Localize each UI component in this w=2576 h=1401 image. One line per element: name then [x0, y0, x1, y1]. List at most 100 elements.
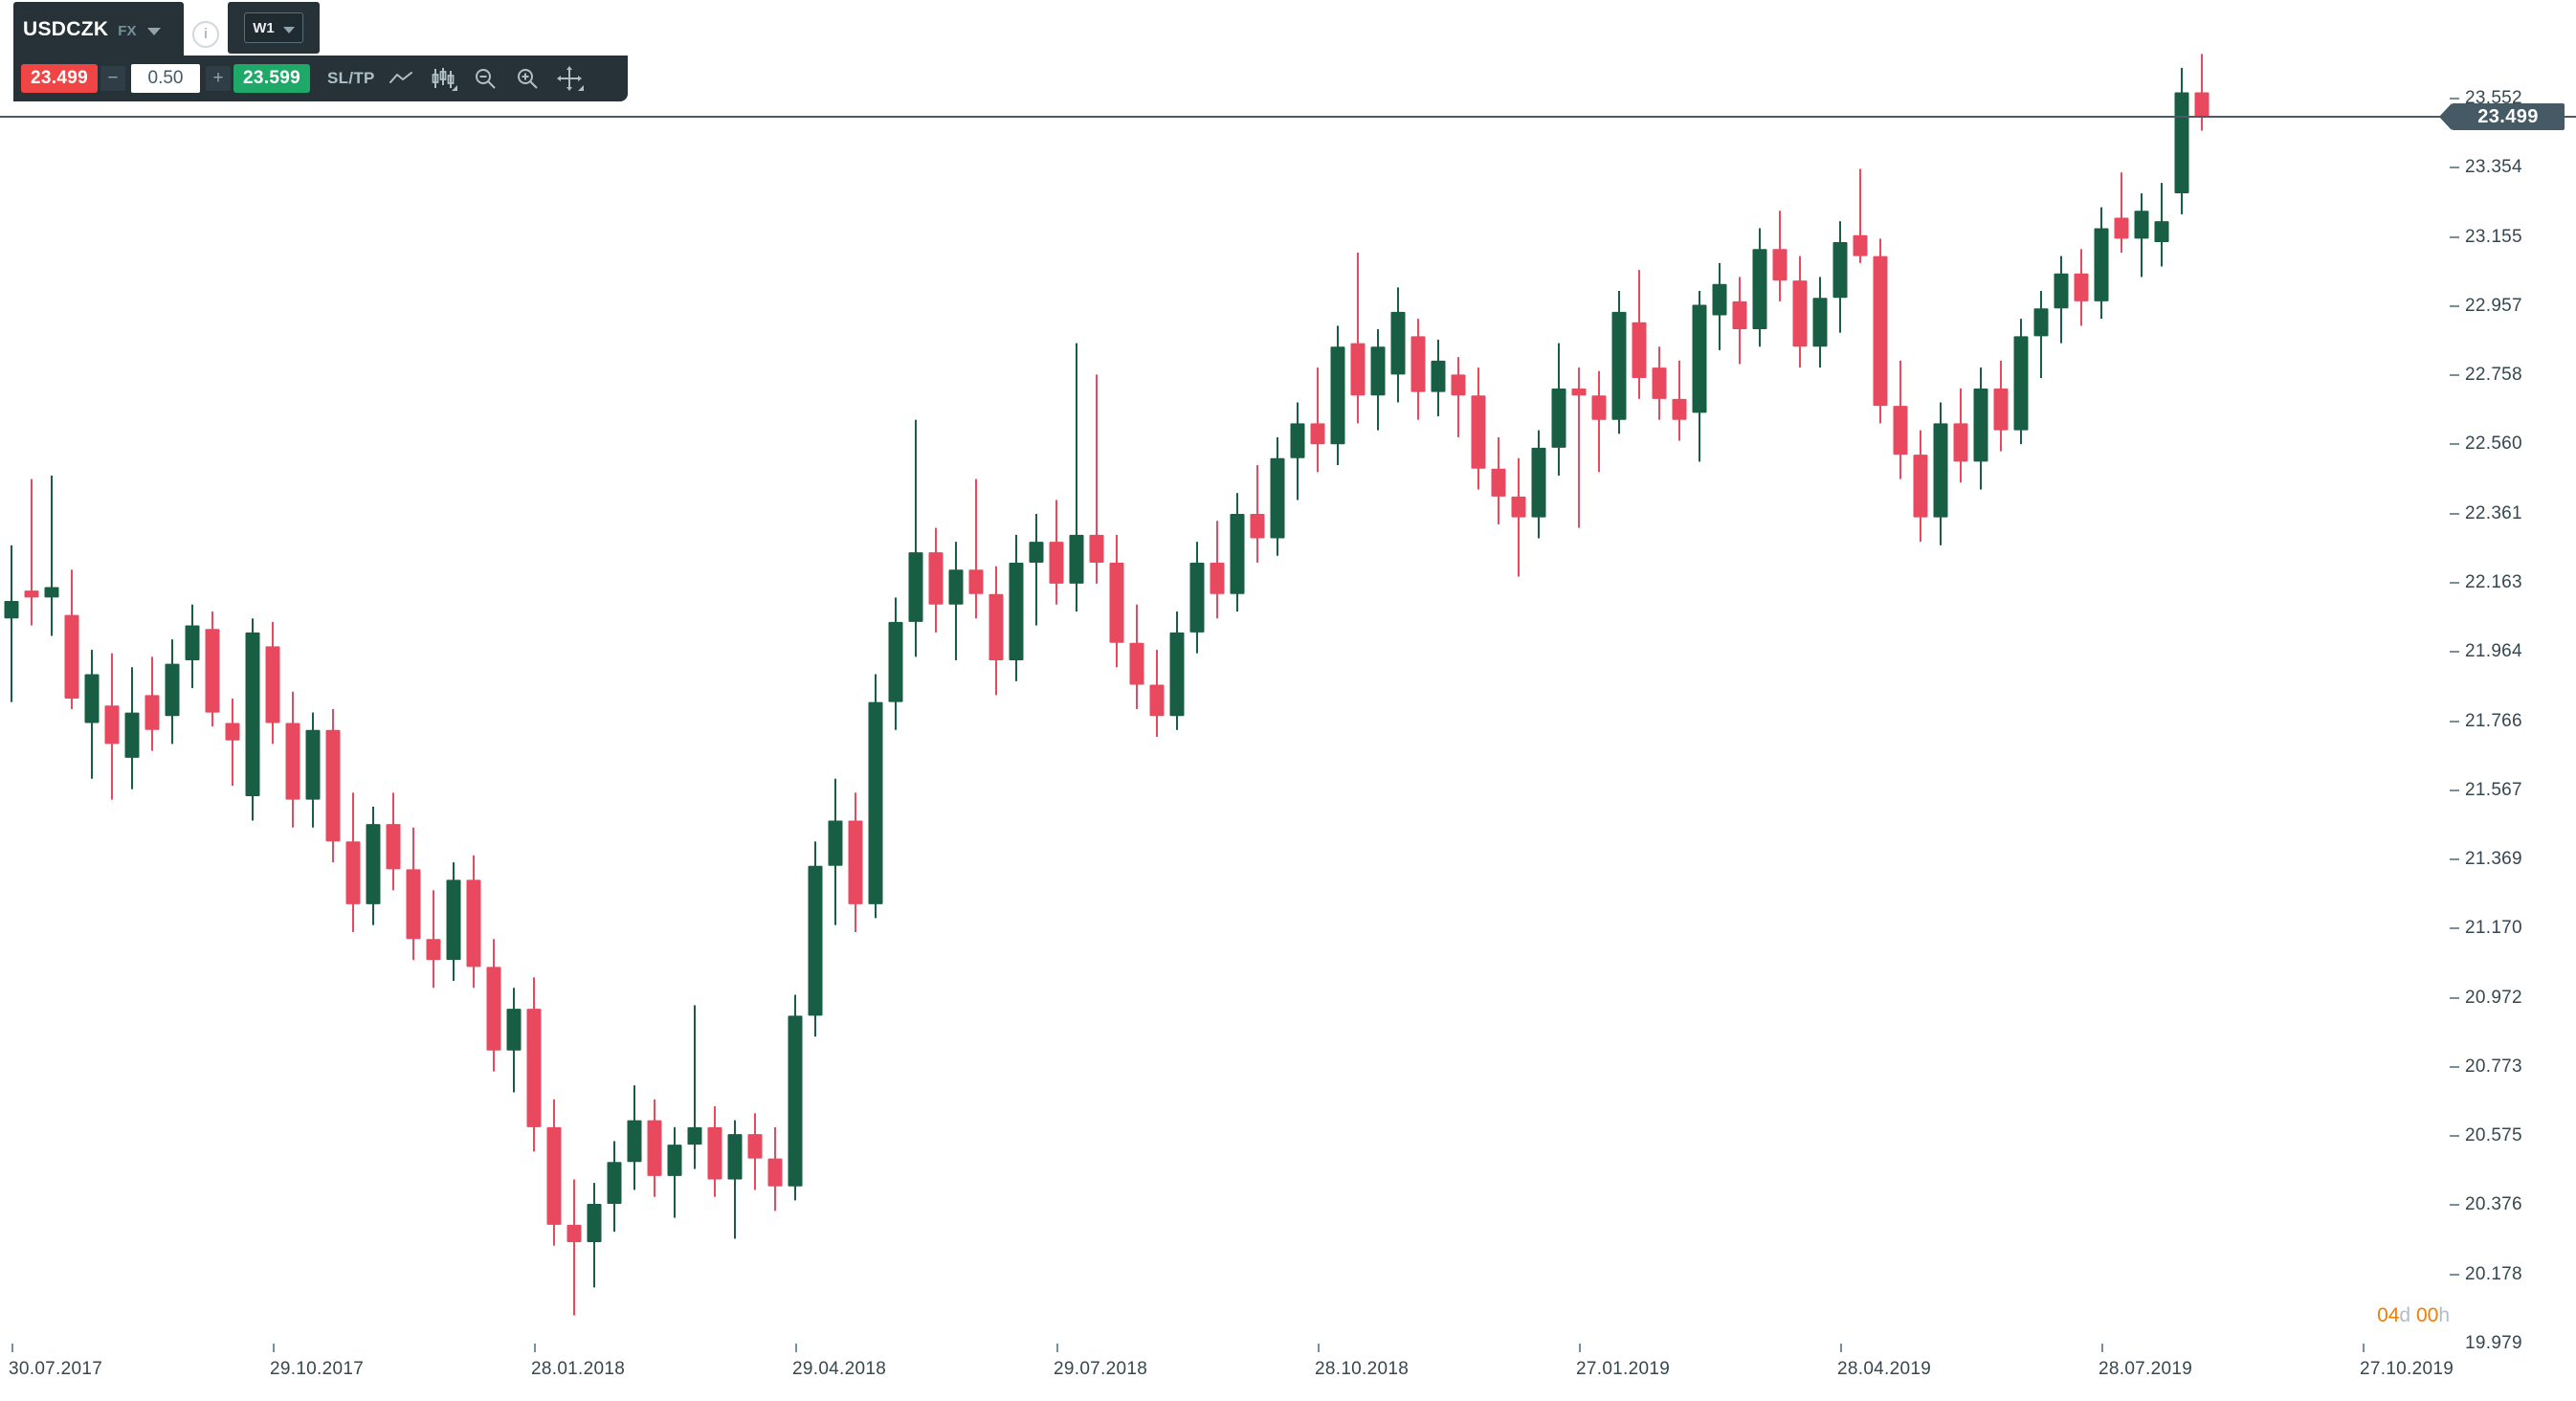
chevron-down-icon: [282, 26, 295, 33]
sltp-button[interactable]: SL/TP: [327, 69, 375, 87]
candle-body: [747, 1134, 763, 1159]
move-crosshair-icon: [556, 66, 582, 91]
candle-body: [1712, 283, 1727, 316]
time-axis-label: 29.07.2018: [1054, 1359, 1148, 1379]
price-axis-label: 21.964: [2465, 641, 2522, 662]
volume-input[interactable]: 0.50: [131, 64, 200, 93]
market-type-label: FX: [118, 23, 137, 39]
candle-wick: [1457, 357, 1459, 437]
price-axis-tick: [2450, 927, 2459, 930]
timeframe-value: W1: [253, 19, 275, 36]
candle-body: [466, 879, 481, 967]
candle-body: [1973, 388, 1988, 462]
candle-body: [1692, 304, 1707, 413]
candle-body: [1250, 514, 1265, 539]
price-axis-label: 20.773: [2465, 1056, 2522, 1077]
candle-body: [2054, 273, 2069, 309]
price-axis-label: 21.170: [2465, 918, 2522, 939]
price-axis-tick: [2450, 720, 2459, 723]
candle-body: [627, 1120, 642, 1163]
time-axis-tick: [2363, 1344, 2365, 1352]
candle-body: [828, 820, 843, 866]
candle-body: [2074, 273, 2089, 301]
candle-wick: [915, 419, 917, 657]
price-axis-tick: [2450, 235, 2459, 238]
candle-body: [1591, 395, 1607, 420]
price-axis-tick: [2450, 651, 2459, 654]
candle-body: [1451, 374, 1466, 396]
timeframe-panel: W1: [228, 2, 320, 54]
price-axis-tick: [2450, 581, 2459, 584]
buy-button[interactable]: 23.599: [233, 64, 310, 93]
candle-body: [1310, 423, 1325, 445]
time-axis-label: 29.10.2017: [270, 1359, 365, 1379]
time-axis-tick: [273, 1344, 275, 1352]
candle-body: [1491, 468, 1506, 497]
zoom-out-button[interactable]: [469, 64, 501, 93]
candle-body: [1431, 360, 1446, 392]
candlestick-mode-button[interactable]: [427, 64, 459, 93]
price-axis-tick: [2450, 304, 2459, 307]
candle-body: [1913, 455, 1928, 518]
candlestick-icon: [432, 68, 455, 88]
price-axis-tick: [2450, 167, 2459, 169]
candle-body: [808, 865, 823, 1016]
price-axis-label: 21.567: [2465, 779, 2522, 800]
candle-body: [1632, 322, 1647, 379]
candle-close-countdown: 04d 00h: [2325, 1304, 2450, 1327]
candle-body: [1390, 311, 1406, 375]
candle-body: [908, 552, 923, 622]
price-axis-tick: [2450, 512, 2459, 515]
price-axis-label: 19.979: [2465, 1333, 2522, 1353]
candle-body: [124, 712, 140, 758]
candle-body: [1330, 346, 1345, 445]
candle-body: [185, 625, 200, 660]
candle-body: [1370, 346, 1386, 396]
candle-wick: [1076, 343, 1077, 612]
candle-body: [707, 1126, 722, 1180]
candle-body: [1149, 684, 1165, 717]
candle-body: [386, 824, 401, 870]
candle-body: [566, 1224, 582, 1243]
candle-body: [2013, 336, 2029, 431]
candle-body: [1571, 388, 1587, 396]
volume-decrease-button[interactable]: −: [100, 66, 125, 91]
candle-body: [1169, 632, 1185, 717]
time-axis-tick: [534, 1344, 536, 1352]
price-axis-label: 22.560: [2465, 434, 2522, 455]
candle-wick: [1578, 367, 1580, 528]
price-axis-tick: [2450, 98, 2459, 100]
pan-move-button[interactable]: [553, 64, 586, 93]
candle-body: [2033, 308, 2049, 337]
candle-body: [1792, 280, 1808, 347]
price-axis-label: 21.766: [2465, 710, 2522, 731]
candle-body: [607, 1162, 622, 1204]
timeframe-selector[interactable]: W1: [244, 12, 303, 43]
candle-body: [1772, 249, 1788, 281]
info-icon[interactable]: i: [192, 21, 219, 48]
candle-wick: [1317, 367, 1319, 473]
candle-body: [325, 729, 341, 842]
time-axis-tick: [2101, 1344, 2103, 1352]
line-chart-mode-button[interactable]: [385, 64, 417, 93]
price-axis-tick: [2450, 374, 2459, 377]
price-axis-label: 22.758: [2465, 365, 2522, 386]
volume-increase-button[interactable]: +: [206, 66, 231, 91]
candle-body: [225, 723, 240, 741]
candle-body: [1993, 388, 2009, 431]
candle-body: [1652, 367, 1667, 399]
candle-body: [1531, 447, 1546, 518]
price-axis-tick: [2450, 996, 2459, 999]
candle-body: [506, 1009, 522, 1051]
sell-button[interactable]: 23.499: [21, 64, 98, 93]
time-axis-label: 30.07.2017: [9, 1359, 103, 1379]
price-axis-label: 22.957: [2465, 295, 2522, 316]
zoom-in-button[interactable]: [511, 64, 544, 93]
symbol-selector[interactable]: USDCZK FX: [13, 2, 184, 57]
time-axis-tick: [1318, 1344, 1320, 1352]
candle-wick: [2121, 172, 2122, 253]
candle-wick: [51, 475, 53, 636]
price-badge-arrow-icon: [2439, 103, 2452, 131]
candle-body: [44, 587, 59, 598]
